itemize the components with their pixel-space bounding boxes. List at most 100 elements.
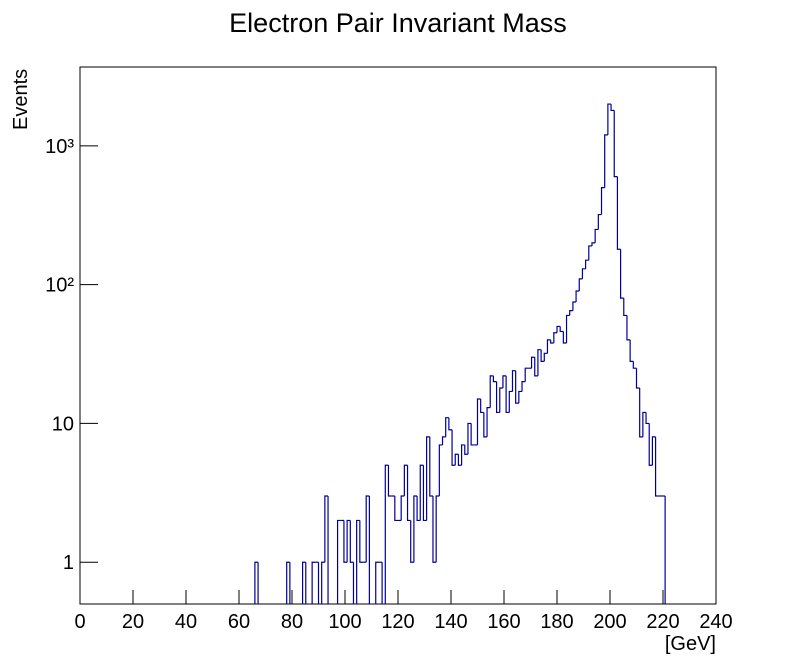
histogram-bin — [546, 339, 551, 354]
histogram-bin — [591, 242, 596, 246]
histogram-bin — [623, 298, 627, 317]
histogram-bin — [651, 436, 656, 466]
x-tick-label: 120 — [381, 611, 414, 633]
histogram-bin — [426, 436, 430, 521]
histogram-bin — [302, 561, 306, 604]
x-tick-label: 100 — [328, 611, 361, 633]
histogram-bin — [648, 423, 653, 466]
histogram-bin — [286, 561, 290, 604]
y-tick-label: 1 — [63, 552, 74, 574]
y-tick-label: 10³ — [45, 136, 74, 158]
histogram-bin — [321, 561, 325, 604]
histogram-bin — [445, 417, 449, 437]
histogram-bin — [311, 561, 316, 604]
histogram-bin — [289, 562, 291, 604]
histogram-bin — [486, 407, 491, 437]
histogram-bin — [537, 349, 542, 376]
histogram-bin — [483, 412, 488, 438]
histogram-bin — [381, 562, 383, 604]
histogram-bin — [613, 110, 618, 178]
histogram-bin — [349, 520, 354, 563]
histogram-bin — [375, 561, 379, 604]
histogram-bin — [534, 357, 538, 377]
histogram-bin — [597, 213, 602, 230]
histogram-bin — [505, 375, 510, 414]
histogram-bin — [403, 464, 408, 497]
histogram-bin — [317, 562, 320, 604]
histogram-bin — [585, 259, 589, 269]
histogram-bin — [435, 495, 440, 563]
histogram-bin — [645, 412, 650, 425]
histogram-bin — [448, 417, 453, 431]
histogram-bin — [387, 465, 392, 497]
histogram-bin — [257, 562, 259, 604]
histogram-bin — [629, 339, 634, 362]
histogram-bin — [610, 104, 615, 112]
histogram-bin — [654, 436, 659, 497]
histogram-bin — [413, 495, 418, 563]
x-tick-label: 0 — [74, 611, 85, 633]
histogram-bin — [495, 381, 500, 414]
histogram-bin — [470, 423, 475, 446]
histogram-bin — [384, 464, 389, 604]
histogram-bin — [553, 332, 557, 343]
histogram-bin — [368, 496, 370, 604]
histogram-bin — [400, 495, 405, 521]
histogram-bin — [365, 495, 370, 563]
histogram-bin — [572, 301, 577, 311]
histogram-bin — [410, 520, 414, 563]
histogram-bin — [352, 562, 355, 604]
histogram-bin — [476, 398, 481, 445]
histogram-bin — [429, 436, 433, 497]
x-tick-label: 140 — [434, 611, 467, 633]
histogram-bin — [626, 315, 631, 341]
histogram-bin — [394, 496, 398, 522]
histogram-bin — [575, 290, 580, 302]
histogram-bin — [600, 187, 605, 215]
histogram-bin — [359, 520, 364, 563]
histogram-bin — [327, 496, 329, 604]
x-tick-label: 180 — [540, 611, 573, 633]
histogram-bin — [581, 268, 586, 279]
histogram-bin — [508, 390, 513, 413]
histogram-bin — [511, 370, 516, 392]
histogram-bin — [467, 422, 472, 455]
histogram-bin — [569, 310, 573, 316]
histogram-bin — [336, 519, 341, 604]
histogram-bin — [594, 228, 599, 243]
plot-frame — [79, 66, 717, 605]
histogram-bin — [441, 436, 446, 445]
chart-title: Electron Pair Invariant Mass — [229, 8, 567, 38]
histogram-bin — [254, 561, 259, 604]
histogram-bin — [518, 390, 523, 404]
y-tick-label: 10 — [52, 413, 74, 435]
histogram-bin — [499, 387, 503, 413]
x-tick-label: 160 — [487, 611, 520, 633]
histogram-bin — [540, 349, 545, 362]
histogram-bin — [604, 134, 608, 188]
histogram-bin — [664, 496, 666, 604]
x-tick-label: 80 — [281, 611, 303, 633]
x-tick-label: 40 — [175, 611, 197, 633]
histogram-bin — [588, 245, 592, 261]
histogram-bin — [305, 562, 307, 604]
histogram-bin — [432, 496, 437, 563]
histogram-bin — [356, 519, 360, 604]
histogram-bin — [559, 326, 564, 333]
histogram-bin — [480, 398, 484, 414]
x-tick-label: 220 — [646, 611, 679, 633]
histogram — [254, 103, 666, 604]
histogram-bin — [454, 453, 459, 466]
x-tick-label: 60 — [228, 611, 250, 633]
histogram-bin — [642, 411, 647, 437]
histogram-bin — [461, 444, 465, 466]
histogram-bin — [562, 331, 567, 344]
histogram-bin — [489, 375, 494, 408]
histogram-bin — [607, 103, 612, 135]
histogram-bin — [530, 356, 535, 369]
y-axis-title: Events — [10, 69, 32, 130]
histogram-bin — [639, 388, 643, 438]
histogram-bin — [565, 314, 570, 343]
x-tick-label: 240 — [699, 611, 732, 633]
